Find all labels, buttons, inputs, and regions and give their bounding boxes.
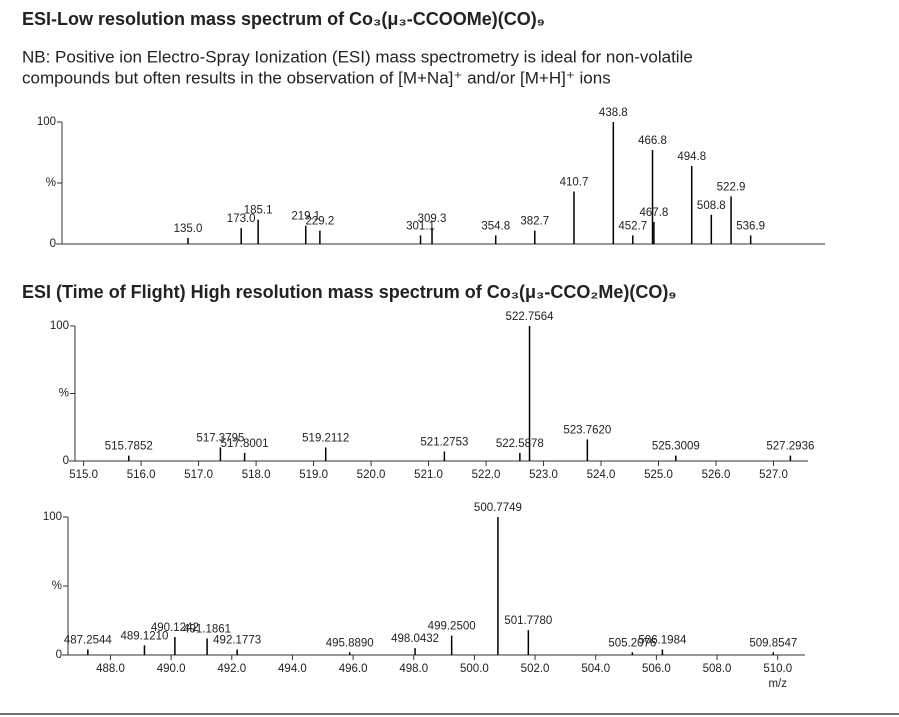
y-tick-label: 0 <box>56 649 62 661</box>
x-tick-label: 508.0 <box>703 663 732 675</box>
peak-label: 466.8 <box>638 135 667 147</box>
peak-label: 229.2 <box>305 216 334 228</box>
peak-label: 519.2112 <box>302 433 349 445</box>
x-tick-label: 523.0 <box>529 469 558 481</box>
peak-label: 173.0 <box>227 213 256 225</box>
peak-label: 410.7 <box>560 177 589 189</box>
x-tick-label: 496.0 <box>339 663 368 675</box>
peak-label: 498.0432 <box>391 633 439 645</box>
y-tick-label: 100 <box>43 511 62 523</box>
peak-label: 522.5878 <box>496 438 544 450</box>
peak-label: 522.7564 <box>506 311 555 323</box>
peak-label: 523.7620 <box>563 424 611 436</box>
x-tick-label: 506.0 <box>642 663 671 675</box>
peak-label: 521.2753 <box>420 437 468 449</box>
peak-label: 309.3 <box>418 213 447 225</box>
x-tick-label: 516.0 <box>127 469 156 481</box>
peak-label: 522.9 <box>717 181 746 193</box>
x-tick-label: 521.0 <box>414 469 443 481</box>
x-tick-label: 520.0 <box>357 469 386 481</box>
peak-label: 499.2500 <box>428 621 476 633</box>
peak-label: 452.7 <box>618 220 647 232</box>
peak-label: 491.1861 <box>183 623 231 635</box>
x-tick-label: 518.0 <box>242 469 271 481</box>
x-tick-label: 490.0 <box>157 663 186 675</box>
y-tick-label: 100 <box>37 116 56 128</box>
y-tick-label: % <box>46 177 56 189</box>
x-tick-label: 515.0 <box>69 469 98 481</box>
x-tick-label: 510.0 <box>763 663 792 675</box>
peak-label: 517.3795 <box>196 433 244 445</box>
peak-label: 500.7749 <box>474 502 522 514</box>
peak-label: 135.0 <box>174 223 203 235</box>
x-tick-label: 527.0 <box>759 469 788 481</box>
y-tick-label: % <box>59 388 69 400</box>
y-tick-label: % <box>52 580 62 592</box>
x-tick-label: 526.0 <box>702 469 731 481</box>
x-tick-label: 492.0 <box>217 663 246 675</box>
y-tick-label: 100 <box>50 320 69 332</box>
peak-label: 487.2544 <box>64 635 113 647</box>
x-tick-label: 504.0 <box>581 663 610 675</box>
peak-label: 489.1210 <box>120 630 168 642</box>
peak-label: 508.8 <box>697 200 726 212</box>
x-tick-label: 524.0 <box>587 469 616 481</box>
peak-label: 219.1 <box>291 211 320 223</box>
peak-label: 467.8 <box>640 207 669 219</box>
x-tick-label: 517.0 <box>184 469 213 481</box>
peak-label: 515.7852 <box>105 441 153 453</box>
x-tick-label: 494.0 <box>278 663 307 675</box>
peak-label: 354.8 <box>481 220 510 232</box>
peak-label: 492.1773 <box>213 635 261 647</box>
x-tick-label: 488.0 <box>96 663 125 675</box>
x-tick-label: 519.0 <box>299 469 328 481</box>
peak-label: 490.1242 <box>151 622 199 634</box>
peak-label: 527.2936 <box>766 441 814 453</box>
x-tick-label: 522.0 <box>472 469 501 481</box>
y-tick-label: 0 <box>50 238 56 250</box>
peak-label: 536.9 <box>736 220 765 232</box>
x-tick-label: 500.0 <box>460 663 489 675</box>
peak-label: 509.8547 <box>749 637 797 649</box>
peak-label: 501.7780 <box>504 615 552 627</box>
x-tick-label: 498.0 <box>399 663 428 675</box>
peak-label: 382.7 <box>520 216 549 228</box>
peak-label: 506.1984 <box>638 635 687 647</box>
section-title: ESI (Time of Flight) High resolution mas… <box>22 282 676 302</box>
peak-label: 301.1 <box>406 220 435 232</box>
x-tick-label: 502.0 <box>521 663 550 675</box>
peak-label: 185.1 <box>244 205 273 217</box>
note-line: NB: Positive ion Electro-Spray Ionizatio… <box>22 47 693 66</box>
x-tick-label: 525.0 <box>644 469 673 481</box>
y-tick-label: 0 <box>63 455 69 467</box>
peak-label: 495.8890 <box>326 637 374 649</box>
peak-label: 517.8001 <box>221 438 269 450</box>
peak-label: 525.3009 <box>652 441 700 453</box>
peak-label: 438.8 <box>599 107 628 119</box>
note-line: compounds but often results in the obser… <box>22 68 611 87</box>
peak-label: 494.8 <box>677 151 706 163</box>
title: ESI-Low resolution mass spectrum of Co₃(… <box>22 9 545 29</box>
x-axis-label: m/z <box>768 678 787 690</box>
peak-label: 505.2076 <box>608 637 656 649</box>
